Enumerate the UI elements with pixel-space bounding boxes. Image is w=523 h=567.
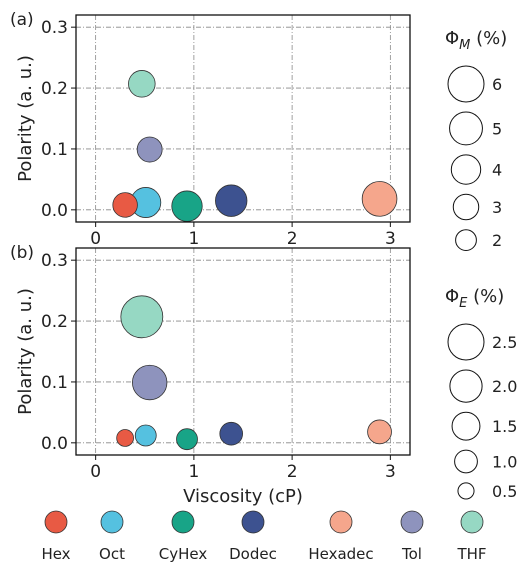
y-axis-label: Polarity (a. u.) xyxy=(15,55,36,182)
legend-label-hex: Hex xyxy=(41,545,70,563)
data-point-dodec xyxy=(219,421,243,446)
size-legend-a-title: ΦM (%) xyxy=(445,28,507,53)
legend-marker-tol xyxy=(400,510,424,534)
solvent-legend: Hex Oct CyHex Dodec Hexadec Tol THF xyxy=(41,510,487,563)
legend-label-cyhex: CyHex xyxy=(159,545,208,563)
size-legend-label: 0.5 xyxy=(492,482,517,501)
y-tick-label: 0.3 xyxy=(41,251,68,271)
size-legend-b-title: ΦE (%) xyxy=(445,286,504,311)
x-tick-label: 3 xyxy=(385,462,396,482)
data-point-tol xyxy=(136,136,163,163)
size-legend-marker xyxy=(454,449,478,474)
y-tick-label: 0.2 xyxy=(41,79,68,99)
legend-label-dodec: Dodec xyxy=(229,545,277,563)
data-point-cyhex xyxy=(176,428,198,451)
size-legend-phi-m: ΦM (%) 6 5 4 3 2 xyxy=(445,28,507,251)
size-legend-label: 2 xyxy=(492,231,502,250)
data-point-hexadec xyxy=(367,419,392,445)
data-point-thf xyxy=(120,295,164,339)
size-legend-marker xyxy=(457,482,475,500)
size-legend-marker xyxy=(450,154,482,185)
x-tick-label: 2 xyxy=(287,462,298,482)
data-point-dodec xyxy=(215,184,248,217)
x-tick-label: 0 xyxy=(90,462,101,482)
data-point-hex xyxy=(112,192,138,218)
x-tick-label: 2 xyxy=(287,229,298,249)
y-axis-label: Polarity (a. u.) xyxy=(15,288,36,415)
size-legend-marker xyxy=(449,111,483,146)
y-tick-label: 0.0 xyxy=(41,434,68,454)
size-legend-label: 3 xyxy=(492,198,502,217)
y-tick-label: 0.2 xyxy=(41,312,68,332)
size-legend-label: 1.0 xyxy=(492,452,517,471)
legend-label-tol: Tol xyxy=(401,545,422,563)
size-legend-label: 2.5 xyxy=(492,333,517,352)
size-legend-label: 4 xyxy=(492,161,502,180)
size-legend-marker xyxy=(447,65,485,103)
data-point-hexadec xyxy=(361,181,398,217)
data-point-hex xyxy=(116,429,134,447)
plot-frame xyxy=(75,247,411,456)
size-legend-marker xyxy=(447,323,485,361)
data-point-tol xyxy=(132,364,168,401)
legend-marker-hexadec xyxy=(329,510,353,534)
y-tick-label: 0.1 xyxy=(41,140,68,160)
panel-label: (a) xyxy=(10,10,34,30)
legend-marker-cyhex xyxy=(171,510,195,534)
legend-label-thf: THF xyxy=(456,545,486,563)
x-tick-label: 0 xyxy=(90,229,101,249)
legend-marker-oct xyxy=(100,510,124,534)
y-tick-label: 0.3 xyxy=(41,18,68,38)
legend-label-hexadec: Hexadec xyxy=(308,545,373,563)
size-legend-marker xyxy=(451,411,481,441)
panel-label: (b) xyxy=(10,243,34,263)
size-legend-marker xyxy=(455,229,477,251)
size-legend-label: 5 xyxy=(492,119,502,138)
legend-marker-thf xyxy=(460,510,484,534)
plot-frame xyxy=(75,14,411,223)
y-tick-label: 0.1 xyxy=(41,373,68,393)
x-axis-label: Viscosity (cP) xyxy=(183,486,303,507)
size-legend-label: 2.0 xyxy=(492,377,517,396)
size-legend-label: 6 xyxy=(492,75,502,94)
size-legend-marker xyxy=(449,369,483,403)
y-tick-label: 0.0 xyxy=(41,201,68,221)
data-point-thf xyxy=(128,70,156,98)
data-point-oct xyxy=(134,424,157,447)
size-legend-label: 1.5 xyxy=(492,417,517,436)
size-legend-phi-e: ΦE (%) 2.5 2.0 1.5 1.0 0.5 xyxy=(445,286,517,501)
x-tick-label: 1 xyxy=(188,229,199,249)
legend-marker-dodec xyxy=(241,510,265,534)
data-point-cyhex xyxy=(171,190,203,222)
legend-label-oct: Oct xyxy=(99,545,125,563)
x-tick-label: 1 xyxy=(188,462,199,482)
legend-marker-hex xyxy=(44,510,68,534)
x-tick-label: 3 xyxy=(385,229,396,249)
size-legend-marker xyxy=(452,193,480,221)
